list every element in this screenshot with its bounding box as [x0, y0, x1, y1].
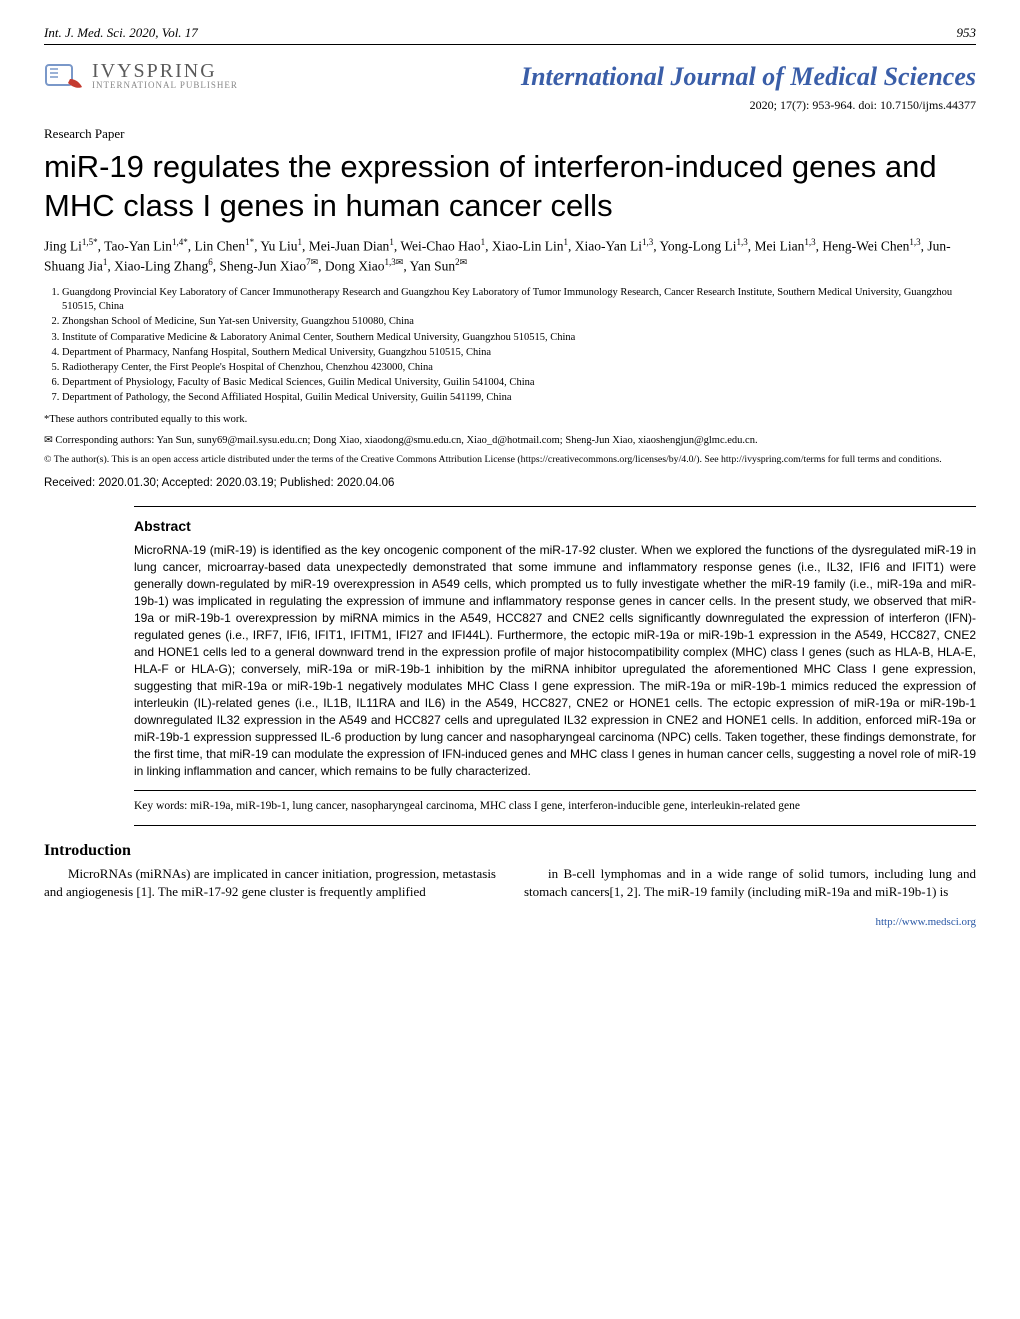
affiliation-item: Institute of Comparative Medicine & Labo…	[62, 331, 976, 345]
page-number: 953	[957, 24, 977, 42]
abstract-heading: Abstract	[134, 517, 976, 536]
publisher-logo: IVYSPRING INTERNATIONAL PUBLISHER	[44, 59, 238, 93]
corresponding-authors: ✉ Corresponding authors: Yan Sun, suny69…	[44, 434, 976, 448]
publisher-name-bottom: INTERNATIONAL PUBLISHER	[92, 81, 238, 90]
keywords: Key words: miR-19a, miR-19b-1, lung canc…	[134, 791, 976, 826]
affiliation-item: Guangdong Provincial Key Laboratory of C…	[62, 286, 976, 314]
intro-paragraph-2: in B-cell lymphomas and in a wide range …	[524, 865, 976, 901]
author-list: Jing Li1,5*, Tao-Yan Lin1,4*, Lin Chen1*…	[44, 236, 976, 276]
footer-url[interactable]: http://www.medsci.org	[44, 915, 976, 930]
affiliation-item: Radiotherapy Center, the First People's …	[62, 361, 976, 375]
affiliation-item: Department of Pharmacy, Nanfang Hospital…	[62, 346, 976, 360]
affiliation-list: Guangdong Provincial Key Laboratory of C…	[44, 286, 976, 405]
abstract-section: Abstract MicroRNA-19 (miR-19) is identif…	[134, 506, 976, 791]
journal-banner: IVYSPRING INTERNATIONAL PUBLISHER Intern…	[44, 59, 976, 113]
paper-type: Research Paper	[44, 125, 976, 143]
article-title: miR-19 regulates the expression of inter…	[44, 148, 976, 226]
journal-name: International Journal of Medical Science…	[521, 59, 976, 94]
license-statement: © The author(s). This is an open access …	[44, 454, 976, 467]
ivyspring-icon	[44, 59, 86, 93]
introduction-body: MicroRNAs (miRNAs) are implicated in can…	[44, 865, 976, 901]
abstract-text: MicroRNA-19 (miR-19) is identified as th…	[134, 542, 976, 780]
publisher-name-top: IVYSPRING	[92, 61, 238, 81]
affiliation-item: Department of Pathology, the Second Affi…	[62, 391, 976, 405]
running-header: Int. J. Med. Sci. 2020, Vol. 17 953	[44, 24, 976, 45]
article-dates: Received: 2020.01.30; Accepted: 2020.03.…	[44, 476, 976, 492]
affiliation-item: Department of Physiology, Faculty of Bas…	[62, 376, 976, 390]
running-head-left: Int. J. Med. Sci. 2020, Vol. 17	[44, 24, 198, 42]
intro-paragraph-1: MicroRNAs (miRNAs) are implicated in can…	[44, 865, 496, 901]
affiliation-item: Zhongshan School of Medicine, Sun Yat-se…	[62, 315, 976, 329]
issue-doi-line: 2020; 17(7): 953-964. doi: 10.7150/ijms.…	[521, 97, 976, 113]
introduction-heading: Introduction	[44, 840, 976, 862]
equal-contribution-note: *These authors contributed equally to th…	[44, 413, 976, 427]
